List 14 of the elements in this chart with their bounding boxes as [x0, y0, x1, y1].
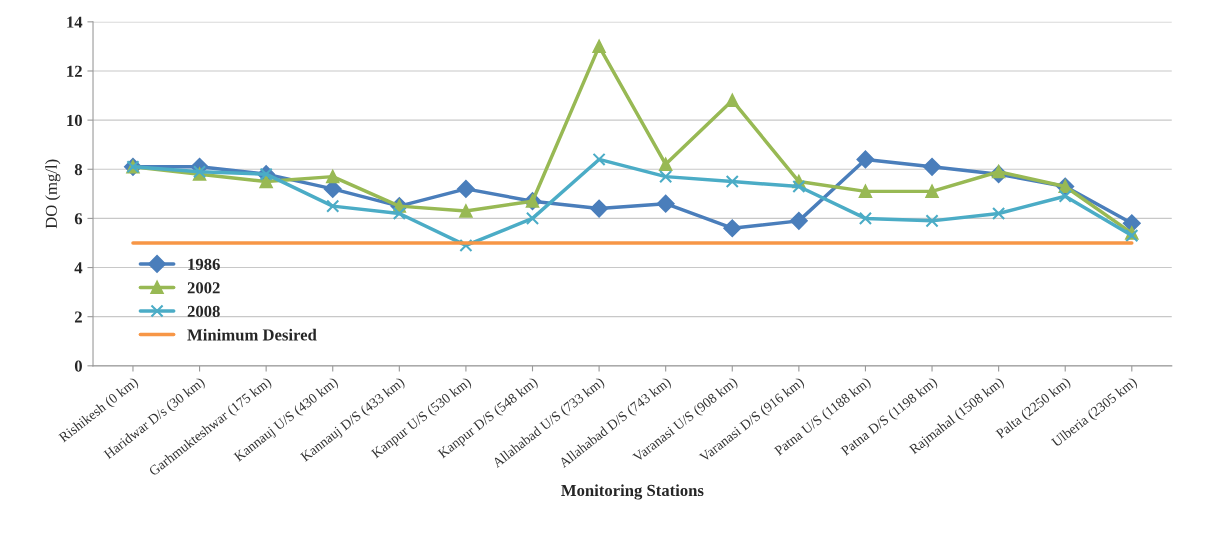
legend-label: 1986: [188, 258, 220, 270]
legend-label: Minimum Desired: [187, 328, 317, 341]
y-tick-label: 8: [74, 163, 83, 176]
legend-label: 2008: [187, 305, 220, 318]
legend-label: 2002: [187, 282, 220, 294]
x-axis-title: Monitoring Stations: [561, 484, 704, 500]
y-tick-label: 14: [67, 16, 83, 28]
y-axis-title: DO (mg/l): [45, 159, 61, 229]
y-tick-label: 2: [74, 311, 82, 323]
y-tick-label: 12: [67, 65, 82, 77]
y-tick-label: 4: [74, 262, 83, 274]
y-tick-label: 0: [74, 360, 82, 372]
y-tick-label: 10: [67, 114, 82, 127]
y-tick-label: 6: [74, 213, 83, 225]
